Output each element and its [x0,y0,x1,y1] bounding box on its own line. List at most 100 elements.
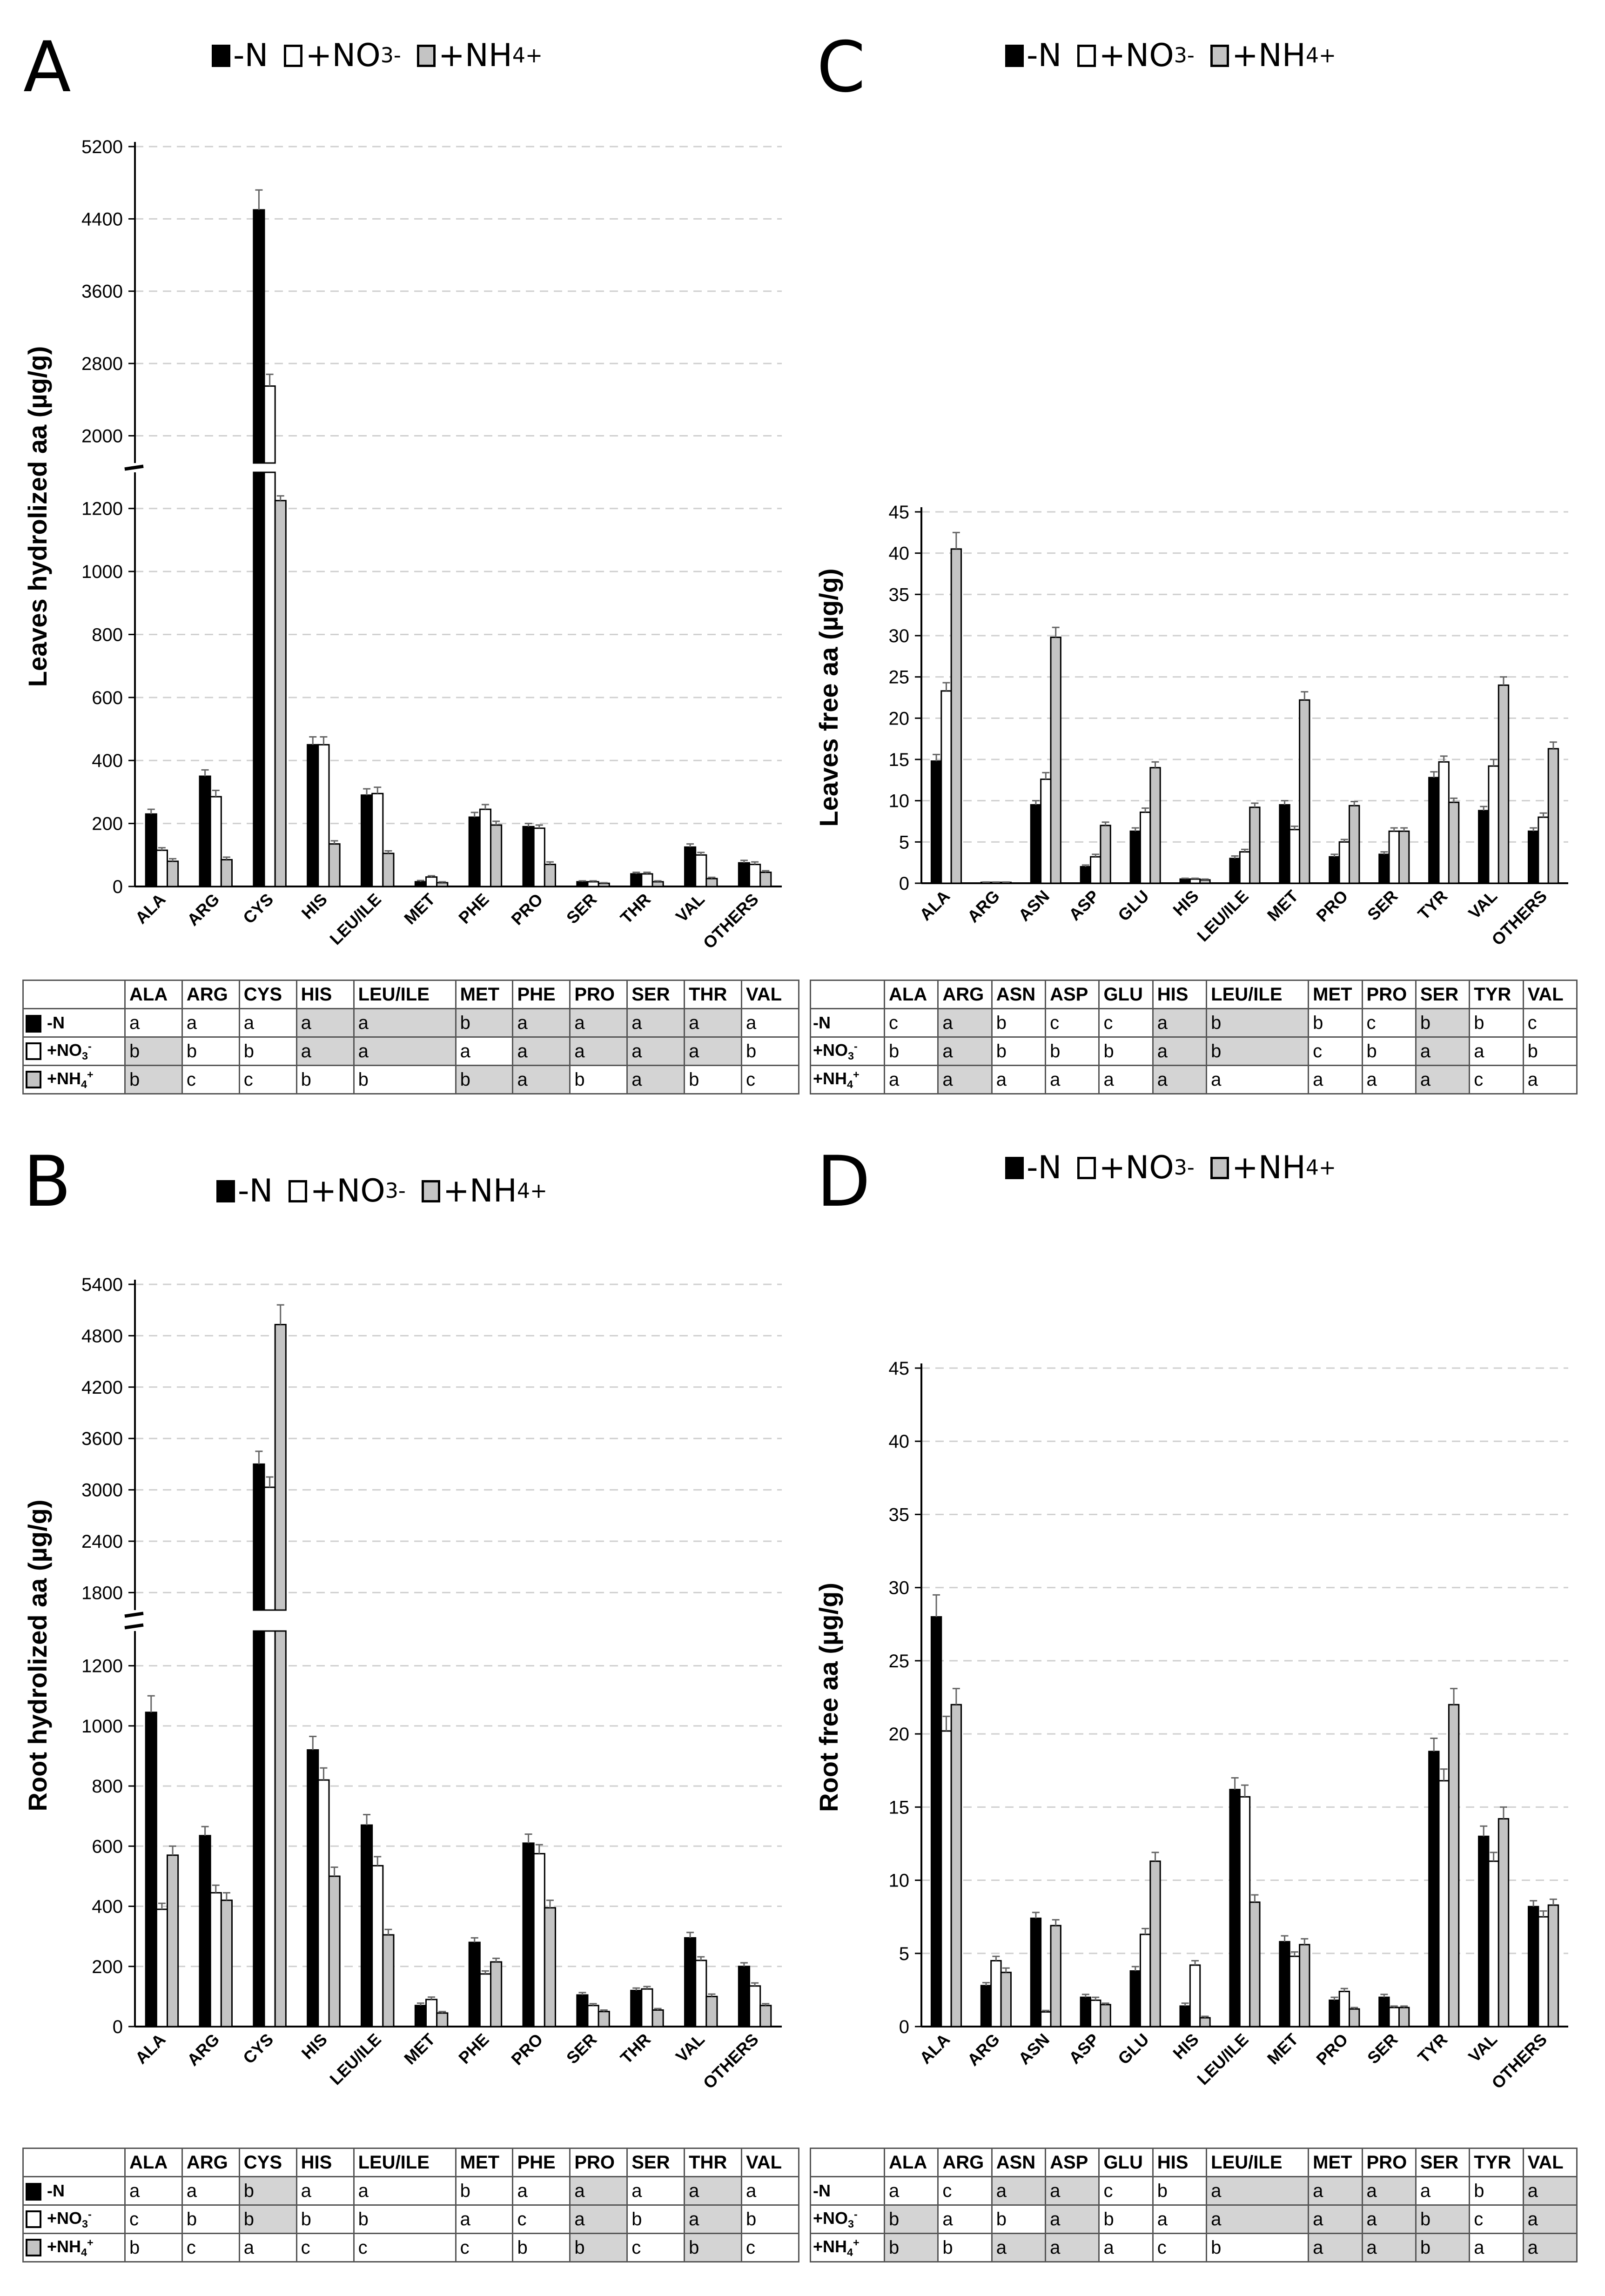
table-header-cell: THR [684,980,743,1009]
x-tick-label: ARG [963,2030,1003,2070]
y-axis-title: Leaves free aa (µg/g) [814,568,843,826]
bar-no3 [371,1865,384,2027]
table-row: +NO3- b a b a b a a a a b c a [810,2204,1578,2234]
chart-d: 0 5 10 15 20 25 30 35 40 45 Root free aa (µg/g) ALA… [814,1358,1568,2093]
row-swatch [26,1071,41,1089]
bar-minus-n [1179,2005,1191,2027]
y-tick-label: 200 [92,814,123,834]
table-header-cell: LEU/ILE [1206,980,1310,1009]
table-cell: c [741,2233,799,2262]
legend-item-minus-n: -N [1005,1149,1061,1186]
row-swatch [26,1042,41,1061]
bar-minus-n [253,1463,265,1611]
y-tick-label: 0 [899,873,909,894]
x-tick-label: VAL [1464,2030,1501,2066]
x-tick-label: OTHERS [1488,2030,1551,2093]
table-cell: c [883,1008,939,1038]
y-tick-label: 5200 [81,137,123,157]
bar-no3 [155,1908,168,2027]
y-tick-label: 0 [113,2017,123,2037]
bar-nh4 [950,548,962,884]
bar-nh4 [328,843,341,887]
legend-item-minus-n: -N [216,1173,273,1209]
bar-minus-n [1527,1906,1539,2027]
bar-minus-n [468,816,481,887]
bar-minus-n [468,1941,481,2027]
table-header-cell: PRO [569,980,628,1009]
y-tick-label: 2800 [81,354,123,374]
x-tick-label: PRO [1312,886,1351,926]
table-cell: b [1361,1036,1417,1066]
bar-no3 [1139,1933,1151,2027]
significance-table-a: ALA ARG CYS HIS LEU/ILE MET PHE PRO SER THR VAL -N a… [22,980,799,1094]
table-header-cell: ARG [937,980,993,1009]
table-cell: a [1308,2204,1363,2234]
table-cell: a [684,2204,743,2234]
y-tick-label: 30 [889,626,910,646]
bar-no3 [1139,811,1151,884]
table-cell: a [569,2176,628,2206]
y-tick-label: 10 [889,791,910,812]
bar-minus-n [253,471,265,887]
table-cell: b [1522,1036,1578,1066]
table-header-cell: HIS [295,2148,355,2177]
y-tick-label: 1000 [81,1716,123,1737]
bar-nh4 [598,2011,610,2027]
x-tick-label: MET [1263,2030,1302,2068]
row-label-text: +NH4+ [813,1068,860,1091]
table-cell: a [684,1036,743,1066]
table-header-cell: LEU/ILE [1206,2148,1310,2177]
table-header-cell: PHE [512,980,571,1009]
table-row: +NH4+ b c c b b b a b a b c [22,1065,799,1094]
legend-swatch-black [216,1180,235,1202]
x-tick-label: ALA [131,2030,169,2068]
table-cell: b [238,2176,297,2206]
bar-minus-n [253,209,265,464]
table-cell: c [353,2233,457,2262]
table-cell: b [1206,1008,1310,1038]
table-row: -N c a b c c a b b c b b c [810,1008,1578,1038]
y-tick-label: 3000 [81,1480,123,1501]
bar-nh4 [220,859,233,887]
table-header-cell: ASP [1045,980,1100,1009]
bar-no3 [749,864,761,887]
row-label-text: +NH4+ [47,1068,94,1091]
bar-minus-n [1129,830,1141,884]
y-tick-label: 40 [889,1431,910,1452]
legend-swatch-black [212,44,230,67]
table-row: -N a a a a a b a a a a a [22,1008,799,1038]
table-cell: b [181,1036,240,1066]
table-cell: a [1045,2204,1100,2234]
table-header-cell: ARG [937,2148,993,2177]
table-cell: b [991,1036,1047,1066]
table-header-cell: PHE [512,2148,571,2177]
table-cell: a [1152,1008,1208,1038]
table-cell: a [1098,2233,1154,2262]
table-cell: b [1206,2233,1310,2262]
bar-no3 [155,849,168,887]
legend-d: -N +NO 3- +NH 4 + [1005,1149,1336,1186]
table-cell: a [295,1008,355,1038]
table-cell: a [455,2204,514,2234]
table-cell: b [684,2233,743,2262]
bar-no3 [641,873,653,887]
table-cell: a [1045,2176,1100,2206]
row-swatch [26,1015,41,1033]
table-row-label: -N [810,1008,885,1038]
table-cell: a [1361,2233,1417,2262]
y-tick-label: 0 [113,877,123,897]
table-row: +NH4+ b b a a a c b a a b a a [810,2233,1578,2262]
table-header-cell: PRO [569,2148,628,2177]
table-header-cell: THR [684,2148,743,2177]
table-cell: a [1415,1065,1471,1094]
y-tick-label: 4400 [81,209,123,229]
bar-no3 [371,792,384,887]
axis-break-mark [124,1623,144,1630]
table-cell: b [741,1036,799,1066]
table-header-row: ALA ARG CYS HIS LEU/ILE MET PHE PRO SER THR VAL [22,2148,799,2177]
panel-label-a: A [23,27,71,108]
bar-no3 [587,2005,599,2027]
table-cell: a [124,1008,183,1038]
y-axis-title: Root hydrolized aa (µg/g) [23,1499,52,1811]
table-cell: a [455,1036,514,1066]
